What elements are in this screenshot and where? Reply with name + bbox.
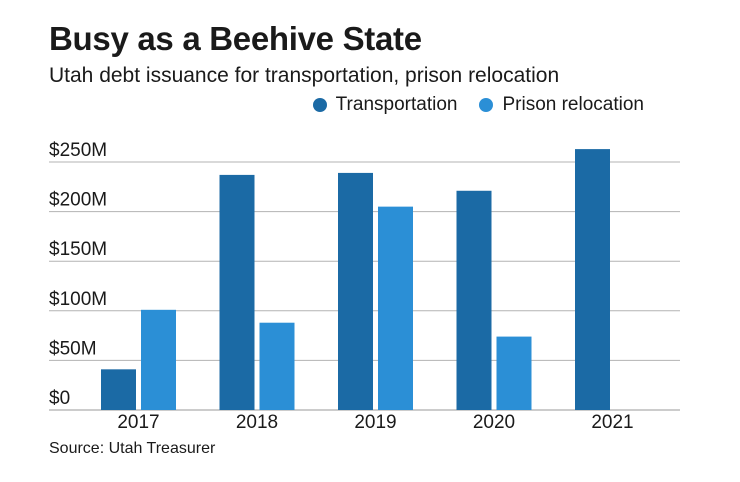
x-tick-label: 2021	[591, 412, 633, 433]
bar-transportation-2021	[575, 149, 610, 410]
source-note: Source: Utah Treasurer	[49, 440, 216, 457]
bar-transportation-2018	[219, 174, 255, 410]
legend-item-transportation: Transportation	[312, 94, 458, 116]
bar-prison-relocation-2020	[496, 336, 532, 410]
x-tick-label: 2020	[473, 412, 515, 433]
bar-prison-relocation-2019	[378, 206, 413, 410]
x-tick-label: 2018	[236, 412, 278, 433]
bar-transportation-2020	[456, 190, 492, 410]
x-axis-ticks: 2017 2018 2019 2020 2021	[117, 412, 633, 433]
x-tick-label: 2017	[117, 412, 159, 433]
bars	[101, 149, 610, 410]
bar-transportation-2019	[338, 172, 373, 410]
y-tick-label: $100M	[49, 289, 107, 310]
y-axis-ticks: $0 $50M $100M $150M $200M $250M	[49, 140, 107, 409]
y-tick-label: $0	[49, 388, 70, 409]
y-tick-label: $150M	[49, 239, 107, 260]
y-tick-label: $200M	[49, 190, 107, 211]
legend-swatch-prison-relocation	[479, 98, 494, 112]
legend-label-prison-relocation: Prison relocation	[502, 94, 644, 115]
legend-label-transportation: Transportation	[335, 94, 458, 115]
y-tick-label: $250M	[49, 140, 107, 161]
chart-subtitle: Utah debt issuance for transportation, p…	[49, 64, 560, 87]
y-tick-label: $50M	[49, 338, 97, 359]
bar-prison-relocation-2018	[259, 322, 295, 410]
legend: Transportation Prison relocation	[291, 94, 644, 116]
legend-item-prison-relocation: Prison relocation	[479, 94, 644, 116]
legend-swatch-transportation	[312, 98, 327, 112]
bar-prison-relocation-2017	[141, 309, 176, 410]
bar-transportation-2017	[101, 369, 136, 410]
chart-title: Busy as a Beehive State	[49, 20, 422, 57]
x-tick-label: 2019	[354, 412, 396, 433]
